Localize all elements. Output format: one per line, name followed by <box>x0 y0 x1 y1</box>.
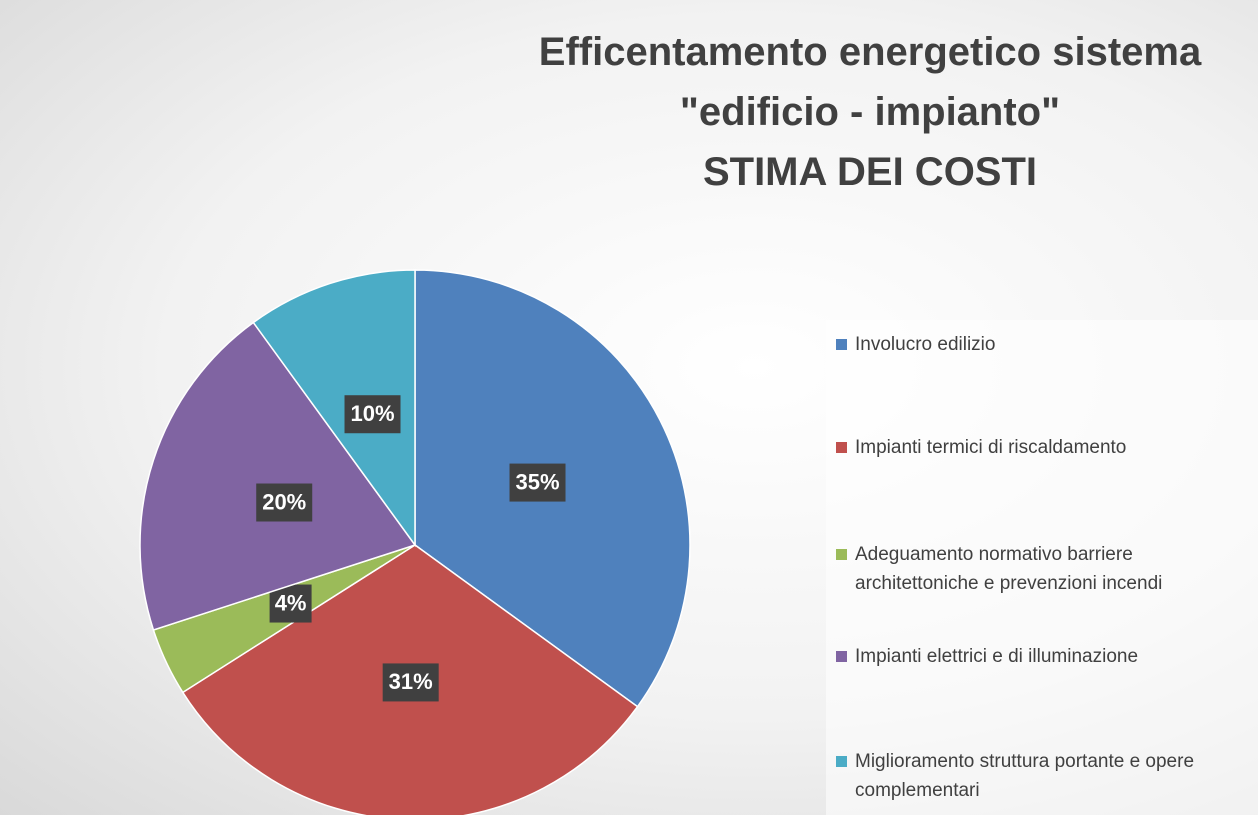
legend-label: Impianti elettrici e di illuminazione <box>855 646 1139 667</box>
legend-label: Impianti termici di riscaldamento <box>855 437 1127 458</box>
data-label-bg <box>382 663 439 702</box>
legend-swatch <box>836 756 847 767</box>
legend: Involucro edilizio Impianti termici di ri… <box>826 320 1258 815</box>
legend-label: Adeguamento normativo barriere architett… <box>855 544 1163 594</box>
data-label: 10% <box>350 401 394 426</box>
legend-item: Involucro edilizio <box>836 330 1246 359</box>
data-label-bg <box>344 395 401 434</box>
pie-slice <box>139 321 417 631</box>
data-label: 31% <box>389 669 433 694</box>
chart-title: STIMA DEI COSTI <box>702 150 1038 194</box>
legend-item: Adeguamento normativo barriere architett… <box>836 540 1246 598</box>
data-label: 4% <box>275 590 307 615</box>
legend-item: Impianti elettrici e di illuminazione <box>836 642 1246 671</box>
legend-swatch <box>836 651 847 662</box>
legend-label: Involucro edilizio <box>855 334 996 355</box>
legend-swatch <box>836 339 847 350</box>
legend-swatch <box>836 549 847 560</box>
legend-swatch <box>836 442 847 453</box>
legend-label: Miglioramento struttura portante e opere… <box>855 751 1195 801</box>
data-label: 20% <box>262 489 306 514</box>
data-label: 35% <box>515 469 559 494</box>
chart-title: Efficentamento energetico sistema <box>538 30 1202 74</box>
chart-title: "edificio - impianto" <box>679 90 1061 134</box>
data-label-bg <box>509 463 566 502</box>
legend-item: Impianti termici di riscaldamento <box>836 433 1246 462</box>
legend-item: Miglioramento struttura portante e opere… <box>836 747 1246 805</box>
pie-slice <box>252 269 416 548</box>
data-label-bg <box>256 483 313 522</box>
data-label-bg <box>269 584 312 623</box>
